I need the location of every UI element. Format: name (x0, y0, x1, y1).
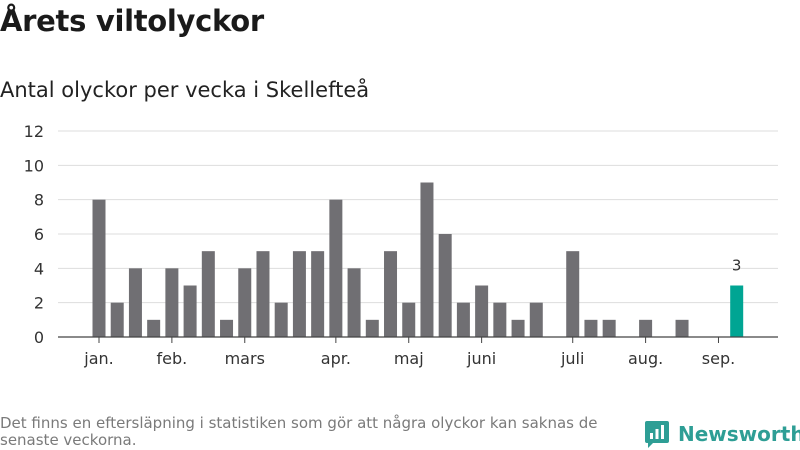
bar (511, 319, 525, 337)
x-axis: jan. feb. mars apr. maj juni juli aug. sep. (58, 336, 778, 368)
bar (92, 199, 106, 337)
bar (256, 251, 270, 337)
newsworthy-logo-icon (645, 421, 669, 448)
bar (311, 251, 325, 337)
bar (529, 302, 543, 337)
chart-subtitle: Antal olyckor per vecka i Skellefteå (0, 78, 370, 102)
y-tick-label: 10 (24, 156, 44, 175)
month-label: maj (394, 349, 424, 368)
bar (456, 302, 470, 337)
weekly-accidents-bar-chart: 0 2 4 6 8 10 12 jan. feb. mars apr. maj juni juli aug… (24, 122, 778, 368)
month-label: aug. (628, 349, 663, 368)
y-tick-label: 8 (34, 191, 44, 210)
bar (128, 268, 142, 337)
bar (493, 302, 507, 337)
page-title: Årets viltolyckor (0, 4, 264, 38)
y-tick-label: 2 (34, 294, 44, 313)
grid-lines (58, 130, 778, 304)
bar (365, 319, 379, 337)
bar (165, 268, 179, 337)
bar (110, 302, 124, 337)
y-axis-ticks: 0 2 4 6 8 10 12 (24, 122, 44, 347)
newsworthy-brand[interactable]: Newsworthy (644, 418, 800, 450)
bars (92, 182, 744, 337)
month-label: sep. (702, 349, 735, 368)
month-label: jan. (83, 349, 113, 368)
data-labels: 3 (732, 257, 742, 275)
y-tick-label: 0 (34, 328, 44, 347)
month-label: mars (225, 349, 265, 368)
bar (602, 319, 616, 337)
month-label: juli (560, 349, 584, 368)
bar (402, 302, 416, 337)
bar (347, 268, 361, 337)
bar (384, 251, 398, 337)
bar (475, 285, 489, 337)
bar (639, 319, 653, 337)
bar (220, 319, 234, 337)
y-tick-label: 6 (34, 225, 44, 244)
bar (566, 251, 580, 337)
month-label: juni (466, 349, 496, 368)
month-label: apr. (321, 349, 351, 368)
month-label: feb. (157, 349, 188, 368)
bar (730, 285, 744, 337)
bar (183, 285, 197, 337)
y-tick-label: 12 (24, 122, 44, 141)
bar (675, 319, 689, 337)
bar (147, 319, 161, 337)
bar (420, 182, 434, 337)
bar (238, 268, 252, 337)
bar (584, 319, 598, 337)
footnote: Det finns en eftersläpning i statistiken… (0, 414, 598, 449)
y-tick-label: 4 (34, 259, 44, 278)
bar (438, 234, 452, 337)
last-week-value-label: 3 (732, 257, 742, 275)
bar (329, 199, 343, 337)
bar (274, 302, 288, 337)
brand-name: Newsworthy (678, 422, 800, 446)
bar (292, 251, 306, 337)
bar (201, 251, 215, 337)
